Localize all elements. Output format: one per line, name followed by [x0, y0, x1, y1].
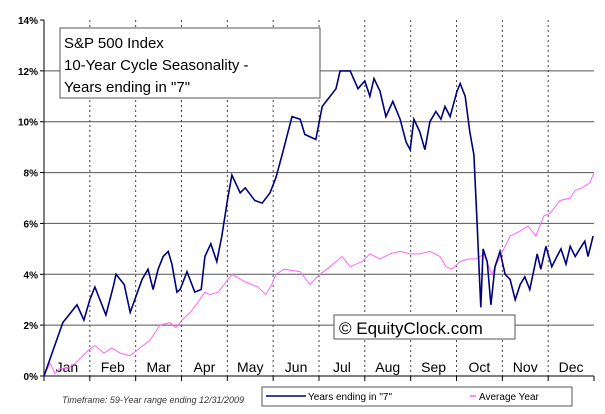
watermark-box: © EquityClock.com — [333, 314, 516, 340]
x-tick-label: May — [237, 359, 263, 375]
title-box: S&P 500 Index 10-Year Cycle Seasonality … — [59, 27, 321, 99]
x-axis: Jan Feb Mar Apr May Jun Jul Aug Sep Oct Nov Dec — [43, 359, 595, 381]
series-line — [43, 172, 595, 377]
series-lines — [43, 70, 595, 377]
series-line — [43, 70, 594, 377]
legend-label-1: Average Year — [479, 392, 540, 403]
watermark: © EquityClock.com — [339, 319, 483, 338]
x-tick-label: Oct — [469, 359, 491, 375]
y-tick-label: 4% — [24, 270, 39, 281]
x-tick-label: Jun — [285, 359, 308, 375]
y-tick-label: 10% — [18, 118, 38, 129]
x-tick-label: Jan — [56, 359, 79, 375]
y-tick-label: 8% — [24, 169, 39, 180]
y-tick-label: 2% — [24, 321, 39, 332]
x-tick-label: Jul — [333, 359, 351, 375]
footnote: Timeframe: 59-Year range ending 12/31/20… — [62, 395, 244, 405]
x-tick-label: Feb — [101, 359, 125, 375]
legend-label-0: Years ending in "7" — [308, 392, 392, 403]
y-axis: 0% 2% 4% 6% 8% 10% 12% 14% — [18, 16, 45, 383]
title-line-2: 10-Year Cycle Seasonality - — [64, 57, 249, 74]
legend: Years ending in "7" Average Year — [261, 386, 573, 407]
x-tick-label: Aug — [375, 359, 400, 375]
x-tick-label: Apr — [194, 359, 216, 375]
y-tick-label: 6% — [24, 219, 39, 230]
title-line-3: Years ending in "7" — [64, 79, 190, 96]
y-tick-label: 0% — [24, 372, 39, 383]
title-line-1: S&P 500 Index — [64, 35, 164, 52]
x-tick-label: Sep — [421, 359, 446, 375]
x-tick-label: Nov — [513, 359, 538, 375]
y-tick-label: 14% — [18, 16, 38, 27]
x-tick-label: Mar — [147, 359, 171, 375]
y-tick-label: 12% — [18, 67, 38, 78]
x-tick-label: Dec — [559, 359, 584, 375]
